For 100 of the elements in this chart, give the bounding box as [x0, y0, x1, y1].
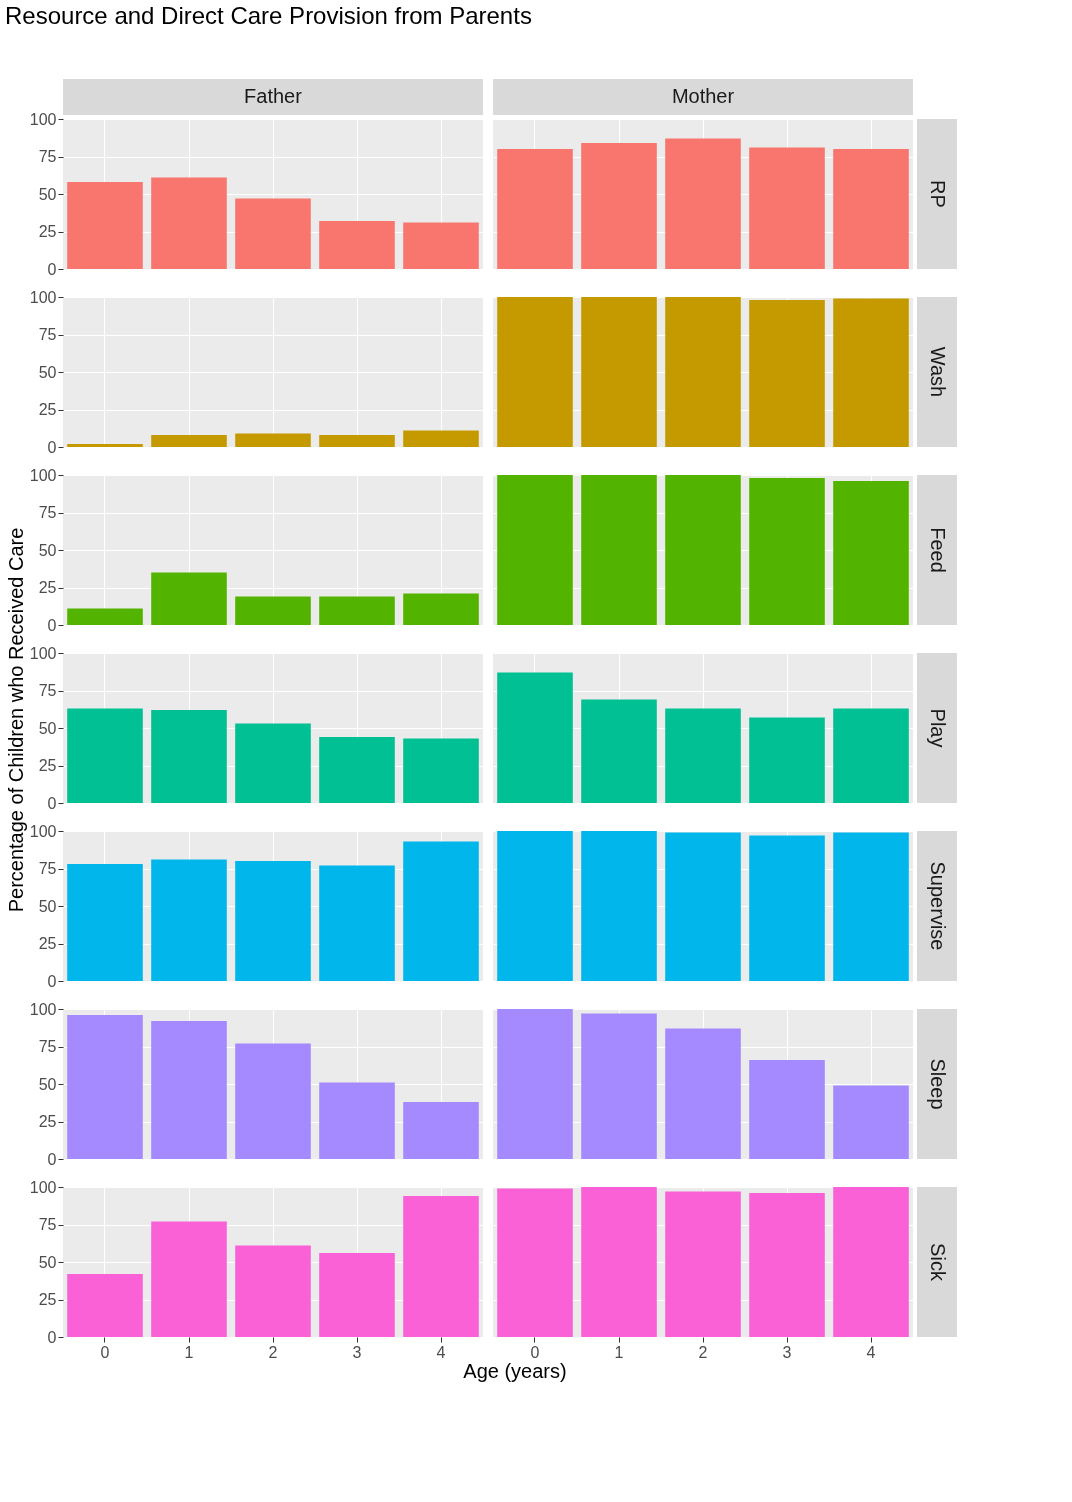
- y-tick-label: 50: [38, 541, 57, 559]
- y-tick-label: 25: [38, 579, 57, 596]
- bar: [403, 430, 479, 447]
- bar: [151, 1221, 227, 1337]
- y2-axis-title: Supervise: [927, 861, 949, 951]
- y-tick-label: 100: [29, 110, 57, 128]
- bar: [67, 1015, 143, 1159]
- y-tick-label: 100: [29, 644, 57, 662]
- y-tick-label: 75: [38, 1038, 57, 1055]
- bar: [235, 723, 311, 803]
- x-tick-label: 2: [698, 1343, 708, 1361]
- bar: [665, 1028, 741, 1159]
- y-tick-label: 100: [29, 1178, 57, 1196]
- bar: [749, 1060, 825, 1159]
- bar: [403, 1102, 479, 1159]
- x-tick-label: 1: [184, 1343, 194, 1361]
- bar: [67, 864, 143, 981]
- chart-subtitle: Mother: [671, 85, 735, 107]
- y-tick-label: 75: [38, 326, 57, 343]
- bar: [581, 1013, 657, 1159]
- bar: [151, 710, 227, 803]
- bar: [235, 1245, 311, 1337]
- bar: [319, 435, 395, 447]
- y-tick-label: 75: [38, 148, 57, 165]
- bar: [833, 708, 909, 803]
- y-tick-label: 75: [38, 860, 57, 877]
- x-tick-label: 1: [614, 1343, 624, 1361]
- chart-subtitle: Father: [244, 85, 303, 107]
- x-tick-label: 3: [782, 1343, 792, 1361]
- y-tick-label: 75: [38, 504, 57, 521]
- y-tick-label: 25: [38, 757, 57, 774]
- bar: [67, 444, 143, 447]
- y-axis-title: Percentage of Children who Received Care: [5, 527, 27, 913]
- bar: [151, 435, 227, 447]
- bar: [403, 222, 479, 269]
- bar: [319, 596, 395, 625]
- y-tick-label: 50: [38, 185, 57, 203]
- bar: [235, 596, 311, 625]
- bar: [319, 221, 395, 269]
- bar: [235, 1043, 311, 1159]
- y-tick-label: 50: [38, 363, 57, 381]
- y-tick-label: 25: [38, 1291, 57, 1308]
- y-tick-label: 100: [29, 822, 57, 840]
- bar: [67, 708, 143, 803]
- y-tick-label: 75: [38, 1216, 57, 1233]
- bar: [319, 865, 395, 981]
- bar: [67, 182, 143, 269]
- y-tick-label: 0: [47, 260, 57, 278]
- x-tick-label: 4: [436, 1343, 446, 1361]
- x-tick-label: 0: [530, 1343, 540, 1361]
- bar: [235, 198, 311, 269]
- x-tick-label: 4: [866, 1343, 876, 1361]
- x-tick-label: 0: [100, 1343, 110, 1361]
- bar: [67, 608, 143, 625]
- x-tick-label: 3: [352, 1343, 362, 1361]
- bar: [403, 738, 479, 803]
- y-tick-label: 0: [47, 1150, 57, 1168]
- y2-axis-title: Sick: [927, 1243, 949, 1282]
- y-tick-label: 25: [38, 1113, 57, 1130]
- bar: [665, 708, 741, 803]
- y-tick-label: 0: [47, 794, 57, 812]
- bar: [497, 672, 573, 803]
- y2-axis-title: Sleep: [927, 1058, 949, 1110]
- bar: [151, 859, 227, 981]
- y-tick-label: 100: [29, 1000, 57, 1018]
- y-tick-label: 100: [29, 288, 57, 306]
- bar: [833, 1085, 909, 1159]
- y-tick-label: 0: [47, 616, 57, 634]
- y2-axis-title: Wash: [927, 346, 949, 398]
- y-tick-label: 0: [47, 1328, 57, 1346]
- bar: [403, 841, 479, 981]
- y-tick-label: 50: [38, 719, 57, 737]
- y-tick-label: 25: [38, 401, 57, 418]
- y-tick-label: 0: [47, 972, 57, 990]
- chart-title: Resource and Direct Care Provision from Parents: [5, 2, 532, 29]
- y2-axis-title: RP: [927, 180, 949, 208]
- y-tick-label: 75: [38, 682, 57, 699]
- y-tick-label: 25: [38, 223, 57, 240]
- bar: [497, 1009, 573, 1159]
- bar: [151, 1021, 227, 1159]
- bar: [235, 861, 311, 981]
- bar: [581, 699, 657, 803]
- y-tick-label: 0: [47, 438, 57, 456]
- y2-axis-title: Play: [927, 708, 949, 748]
- bar: [67, 1274, 143, 1337]
- y-tick-label: 50: [38, 1075, 57, 1093]
- x-axis-title: Age (years): [463, 1360, 567, 1382]
- y-tick-label: 25: [38, 935, 57, 952]
- bar: [403, 1196, 479, 1337]
- bar: [319, 1253, 395, 1337]
- bar: [403, 593, 479, 625]
- bar: [151, 572, 227, 625]
- y2-axis-title: Feed: [927, 527, 949, 573]
- x-tick-label: 2: [268, 1343, 278, 1361]
- bar: [235, 433, 311, 447]
- y-tick-label: 50: [38, 1253, 57, 1271]
- y-tick-label: 50: [38, 897, 57, 915]
- bar: [319, 737, 395, 803]
- bar: [151, 177, 227, 269]
- bar: [319, 1082, 395, 1159]
